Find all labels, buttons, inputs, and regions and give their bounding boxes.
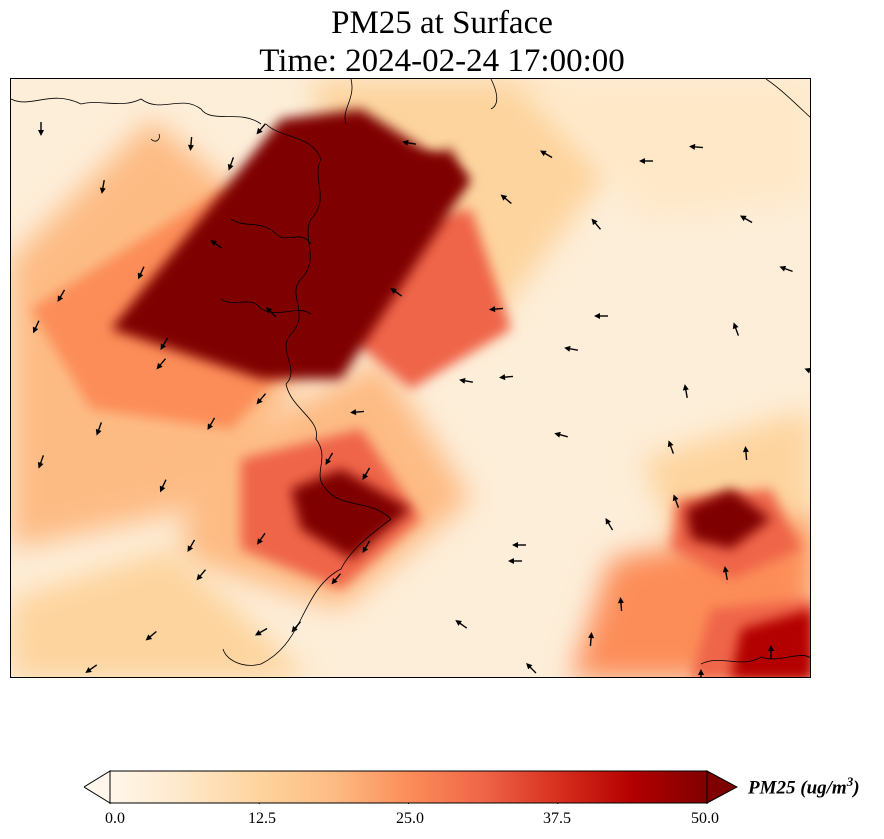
- wind-arrow: [722, 566, 729, 581]
- colorbar-tick-0: 0.0: [105, 810, 125, 827]
- wind-arrow: [591, 218, 602, 230]
- wind-arrow: [605, 517, 614, 531]
- map-title: PM25 at Surface Time: 2024-02-24 17:00:0…: [0, 4, 884, 80]
- wind-arrow: [526, 663, 537, 674]
- wind-arrow: [256, 393, 267, 405]
- colorbar: [84, 770, 738, 804]
- wind-arrow: [779, 265, 793, 273]
- wind-arrow: [512, 542, 526, 548]
- wind-arrow: [196, 569, 207, 581]
- wind-arrow: [32, 320, 40, 334]
- wind-arrow: [325, 452, 334, 466]
- title-line-variable: PM25 at Surface: [331, 5, 553, 41]
- wind-arrow: [588, 632, 595, 647]
- colorbar-label: PM25 (ug/m3): [748, 774, 860, 799]
- wind-arrow: [739, 215, 753, 224]
- wind-arrow: [350, 409, 365, 416]
- wind-arrow: [256, 123, 267, 135]
- wind-arrow: [99, 179, 106, 194]
- coastline-segment-1: [265, 123, 327, 490]
- wind-arrow: [362, 467, 371, 481]
- colorbar-tick-3: 37.5: [543, 810, 571, 827]
- coastline-segment-8: [230, 218, 312, 245]
- wind-arrow: [187, 136, 194, 151]
- wind-arrow: [617, 597, 624, 612]
- wind-arrow: [210, 239, 223, 249]
- wind-arrow: [291, 621, 302, 633]
- wind-arrow: [682, 384, 689, 399]
- wind-arrow: [508, 558, 522, 564]
- coastline-segment-4: [490, 79, 498, 110]
- wind-arrow: [254, 627, 268, 636]
- wind-arrow: [160, 337, 169, 351]
- colorbar-extend-max: [706, 770, 738, 804]
- pm25-map-svg: [11, 79, 810, 677]
- coastline-segment-6: [765, 79, 810, 118]
- wind-arrow: [85, 664, 98, 674]
- wind-arrow: [390, 287, 403, 297]
- colorbar-tick-2: 25.0: [396, 810, 424, 827]
- pm25-core-3: [731, 609, 810, 677]
- wind-arrow: [145, 630, 157, 641]
- wind-arrow: [37, 455, 45, 469]
- wind-arrow: [459, 377, 474, 384]
- wind-arrow: [331, 573, 342, 585]
- wind-arrow: [804, 367, 810, 375]
- wind-arrow: [667, 440, 675, 454]
- coastline-segment-0: [11, 97, 262, 125]
- colorbar-extend-min: [84, 770, 111, 804]
- wind-arrow: [564, 345, 579, 352]
- colorbar-tick-1: 12.5: [248, 810, 276, 827]
- pm25-patch-5: [11, 549, 309, 677]
- coastline-segment-7: [700, 655, 810, 665]
- colorbar-label-text: PM25 (ug/m: [748, 777, 847, 799]
- pm25-map-panel[interactable]: [10, 78, 811, 678]
- wind-arrow: [742, 446, 749, 461]
- colorbar-label-exponent: 3: [846, 774, 854, 789]
- wind-arrow: [207, 417, 216, 431]
- wind-arrow: [455, 619, 468, 629]
- wind-arrow: [402, 139, 417, 146]
- title-line-time: Time: 2024-02-24 17:00:00: [259, 43, 625, 79]
- wind-arrow: [38, 122, 44, 136]
- wind-arrow: [499, 374, 514, 381]
- pm25-core-0: [111, 109, 471, 379]
- wind-arrow: [362, 540, 371, 554]
- wind-arrow: [554, 431, 568, 438]
- wind-arrow: [137, 266, 145, 280]
- pm25-core-4: [411, 149, 466, 204]
- colorbar-tick-4: 50.0: [691, 810, 719, 827]
- wind-arrow: [95, 422, 103, 436]
- coastline-segment-2: [222, 488, 392, 666]
- wind-arrow: [57, 289, 66, 303]
- wind-arrow: [639, 158, 653, 164]
- wind-arrow: [594, 313, 608, 319]
- wind-arrow: [698, 669, 704, 677]
- pm25-patch-6: [511, 79, 810, 219]
- wind-arrow: [689, 143, 704, 150]
- wind-arrow: [156, 358, 167, 370]
- pm25-core-1: [291, 469, 411, 559]
- wind-arrow: [256, 532, 266, 545]
- colorbar-label-close: ): [853, 777, 860, 799]
- wind-arrow: [227, 157, 235, 171]
- wind-arrow: [672, 494, 680, 508]
- colorbar-gradient: [109, 770, 708, 804]
- wind-arrow: [187, 539, 196, 553]
- wind-arrow: [159, 479, 167, 493]
- coastline-layer: [11, 79, 810, 666]
- pm25-field: [11, 79, 810, 677]
- coastline-segment-9: [220, 298, 312, 315]
- pm25-core-2: [686, 489, 771, 549]
- wind-arrow: [500, 194, 512, 205]
- wind-arrow: [539, 150, 553, 159]
- wind-vector-layer: [32, 122, 810, 677]
- wind-arrow: [732, 322, 740, 336]
- coastline-segment-5: [150, 133, 160, 142]
- wind-arrow: [768, 645, 774, 659]
- coastline-segment-3: [344, 79, 353, 125]
- wind-arrow: [489, 306, 504, 313]
